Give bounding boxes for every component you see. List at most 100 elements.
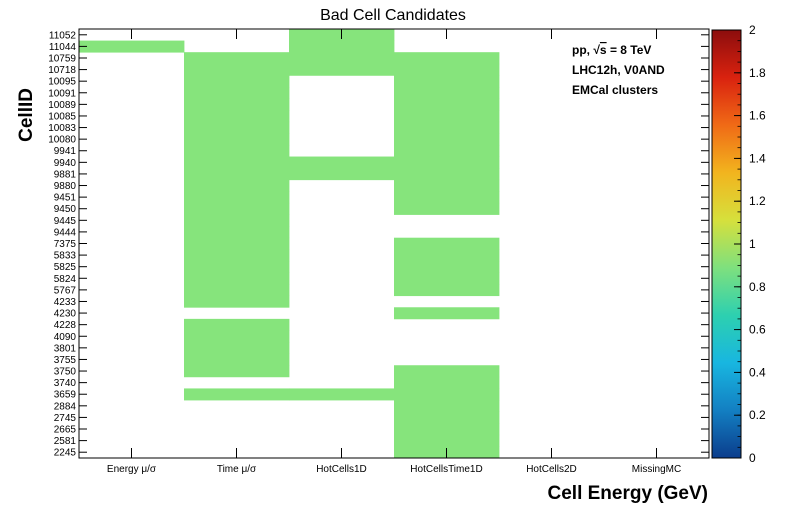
heatmap-cell <box>394 168 500 181</box>
z-tick-label: 0.8 <box>749 280 766 294</box>
heatmap-cell <box>184 226 290 239</box>
y-tick-label: 10080 <box>48 135 76 146</box>
y-tick-label: 11044 <box>49 42 77 53</box>
heatmap-cell <box>394 156 500 169</box>
heatmap-cell <box>394 423 500 436</box>
heatmap-cell <box>184 179 290 192</box>
y-tick-label: 10085 <box>48 111 76 122</box>
z-tick-label: 1 <box>749 237 756 251</box>
heatmap-cell <box>394 133 500 146</box>
heatmap-cell <box>394 202 500 215</box>
heatmap-cell <box>184 353 290 366</box>
y-tick-label: 5825 <box>54 262 77 273</box>
heatmap-cell <box>184 75 290 88</box>
heatmap-cell <box>289 156 395 169</box>
y-tick-label: 2245 <box>54 448 77 459</box>
z-tick-label: 0.6 <box>749 323 766 337</box>
y-tick-label: 10091 <box>48 88 76 99</box>
y-tick-label: 3750 <box>54 367 77 378</box>
heatmap-cell <box>394 144 500 157</box>
heatmap-cell <box>184 318 290 331</box>
y-tick-label: 5767 <box>54 285 77 296</box>
heatmap-cell <box>184 86 290 99</box>
heatmap-cell <box>184 284 290 297</box>
y-axis-title: CellID <box>16 88 37 142</box>
heatmap-cell <box>394 388 500 401</box>
heatmap-cell <box>394 434 500 447</box>
heatmap-cell <box>79 40 185 53</box>
y-tick-label: 9445 <box>54 216 77 227</box>
y-tick-label: 9881 <box>54 169 77 180</box>
z-tick-label: 1.2 <box>749 194 766 208</box>
heatmap-cell <box>394 121 500 134</box>
heatmap-cell <box>184 191 290 204</box>
y-tick-label: 2884 <box>54 401 77 412</box>
heatmap-cell <box>394 411 500 424</box>
x-tick-label: Energy μ/σ <box>107 464 157 475</box>
annotation-energy: pp, √s = 8 TeV <box>572 43 651 57</box>
z-tick-label: 1.4 <box>749 151 766 165</box>
y-tick-label: 9444 <box>54 227 77 238</box>
y-tick-label: 5833 <box>54 251 77 262</box>
z-tick-label: 0.2 <box>749 408 766 422</box>
y-tick-label: 11052 <box>49 30 77 41</box>
heatmap-cell <box>184 202 290 215</box>
annotation-clusters: EMCal clusters <box>572 83 658 97</box>
heatmap-cell <box>184 133 290 146</box>
heatmap-cell <box>394 260 500 273</box>
heatmap-cell <box>394 98 500 111</box>
z-tick-label: 0.4 <box>749 365 766 379</box>
y-tick-label: 9880 <box>54 181 77 192</box>
y-tick-label: 3659 <box>54 390 77 401</box>
annotation-box: pp, √s = 8 TeV LHC12h, V0AND EMCal clust… <box>572 43 665 97</box>
cells-layer <box>79 29 500 459</box>
heatmap-cell <box>184 144 290 157</box>
heatmap-cell <box>289 63 395 76</box>
y-tick-label: 10759 <box>48 53 76 64</box>
y-tick-label: 5824 <box>54 274 77 285</box>
y-tick-label: 4090 <box>54 332 77 343</box>
heatmap-cell <box>394 249 500 262</box>
x-tick-label: HotCellsTime1D <box>410 464 482 475</box>
heatmap-cell <box>184 168 290 181</box>
y-tick-label: 9940 <box>54 158 77 169</box>
z-tick-label: 2 <box>749 23 756 37</box>
z-tick-label: 1.8 <box>749 66 766 80</box>
y-tick-label: 10718 <box>48 65 76 76</box>
heatmap-cell <box>184 156 290 169</box>
y-tick-label: 10083 <box>48 123 76 134</box>
heatmap-cell <box>184 249 290 262</box>
y-tick-label: 2745 <box>54 413 77 424</box>
heatmap-cell <box>394 307 500 320</box>
y-tick-label: 9941 <box>54 146 77 157</box>
heatmap-cell <box>184 295 290 308</box>
heatmap-cell <box>394 63 500 76</box>
heatmap-cell <box>394 52 500 65</box>
y-tick-label: 3740 <box>54 378 77 389</box>
x-axis: Energy μ/σ Time μ/σ HotCells1D HotCellsTime… <box>107 29 681 475</box>
heatmap-cell <box>394 376 500 389</box>
x-axis-title: Cell Energy (GeV) <box>548 483 709 504</box>
y-tick-label: 9451 <box>54 193 77 204</box>
heatmap-cell <box>394 110 500 123</box>
y-axis: 2245258126652745288436593740375037553801… <box>48 30 709 459</box>
y-tick-label: 9450 <box>54 204 77 215</box>
y-tick-label: 2665 <box>54 425 77 436</box>
annotation-period: LHC12h, V0AND <box>572 63 665 77</box>
y-tick-label: 3801 <box>54 343 77 354</box>
heatmap-cell <box>184 63 290 76</box>
x-tick-label: HotCells2D <box>526 464 577 475</box>
x-tick-label: MissingMC <box>632 464 681 475</box>
x-tick-label: HotCells1D <box>316 464 367 475</box>
heatmap-cell <box>289 168 395 181</box>
heatmap-cell <box>184 365 290 378</box>
heatmap-cell <box>184 237 290 250</box>
x-tick-label: Time μ/σ <box>217 464 257 475</box>
heatmap-cell <box>184 214 290 227</box>
y-tick-label: 4230 <box>54 309 77 320</box>
y-tick-label: 4233 <box>54 297 77 308</box>
heatmap-cell <box>394 284 500 297</box>
heatmap-cell <box>184 121 290 134</box>
y-tick-label: 10089 <box>48 100 76 111</box>
heatmap-cell <box>289 52 395 65</box>
